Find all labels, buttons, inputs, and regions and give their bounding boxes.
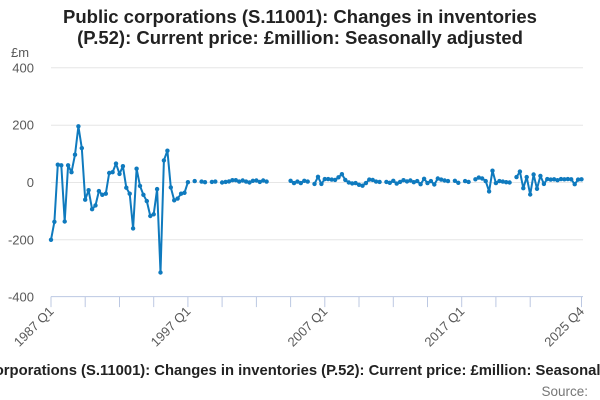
svg-text:£m: £m — [11, 45, 29, 60]
svg-text:2025 Q4: 2025 Q4 — [541, 304, 587, 350]
svg-text:1987 Q1: 1987 Q1 — [11, 304, 57, 350]
svg-text:200: 200 — [12, 118, 34, 133]
svg-text:1997 Q1: 1997 Q1 — [148, 304, 194, 350]
svg-text:2017 Q1: 2017 Q1 — [421, 304, 467, 350]
svg-text:-200: -200 — [8, 232, 34, 247]
svg-text:0: 0 — [27, 175, 34, 190]
svg-text:400: 400 — [12, 60, 34, 75]
svg-text:2007 Q1: 2007 Q1 — [285, 304, 331, 350]
svg-text:-400: -400 — [8, 290, 34, 305]
